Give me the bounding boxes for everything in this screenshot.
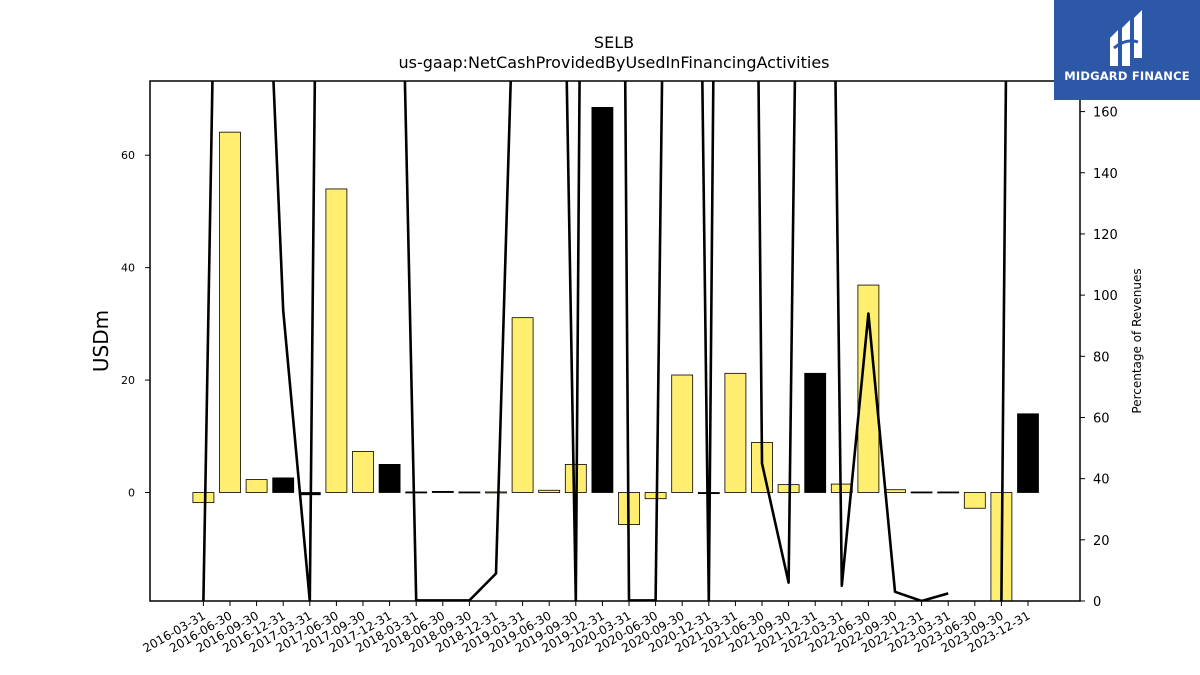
y-right-tick-label: 140 (1093, 167, 1118, 182)
bar-2021-12-31 (804, 372, 827, 493)
bar-2016-12-31 (272, 477, 295, 493)
bar-2022-06-30 (857, 284, 880, 493)
chart-title: SELB (594, 33, 634, 52)
x-axis: 2016-03-312016-06-302016-09-302016-12-31… (140, 601, 1033, 655)
bar-2016-03-31 (192, 492, 215, 504)
y-right-tick-label: 20 (1093, 534, 1110, 549)
bar-2018-09-30 (458, 491, 481, 494)
y-left-tick-label: 40 (121, 262, 135, 275)
bar-2018-12-31 (485, 491, 507, 494)
bar-2016-09-30 (245, 479, 268, 493)
bar-2023-03-31 (937, 491, 960, 494)
y-axis-right-label: Percentage of Revenues (1130, 268, 1144, 413)
logo-mark-icon (1110, 10, 1142, 66)
y-right-tick-label: 80 (1093, 350, 1110, 365)
line-group (202, 81, 1008, 601)
line-series-segment-1 (1000, 81, 1008, 601)
bar-2021-03-31 (724, 372, 747, 493)
y-right-tick-label: 120 (1093, 228, 1118, 243)
bar-2017-09-30 (352, 451, 374, 493)
bar-2016-06-30 (219, 131, 241, 493)
y-axis-left: 0 20 40 60 (121, 149, 150, 500)
y-axis-left-label: USDm (89, 310, 113, 372)
bar-2023-06-30 (963, 492, 986, 509)
plot-frame (149, 80, 1081, 602)
y-right-tick-label: 160 (1093, 106, 1118, 121)
bar-2020-09-30 (671, 374, 694, 493)
y-right-tick-label: 0 (1093, 595, 1101, 610)
y-right-tick-label: 60 (1093, 411, 1110, 426)
bar-2017-06-30 (325, 188, 348, 493)
y-right-tick-label: 100 (1093, 289, 1118, 304)
bar-2019-03-31 (511, 317, 534, 493)
bar-2019-06-30 (538, 489, 561, 493)
chart-subtitle: us-gaap:NetCashProvidedByUsedInFinancing… (398, 53, 829, 72)
brand-logo: MIDGARD FINANCE (1054, 0, 1200, 100)
y-right-tick-label: 40 (1093, 473, 1110, 488)
bar-2018-03-31 (405, 491, 428, 494)
bar-2023-12-31 (1017, 413, 1039, 493)
bar-2022-09-30 (884, 489, 906, 493)
bars-group (192, 107, 1039, 601)
bar-2022-12-31 (910, 491, 933, 494)
logo-text: MIDGARD FINANCE (1064, 69, 1190, 83)
y-left-tick-label: 20 (121, 374, 135, 387)
y-axis-right: 0 20 40 60 80 100 120 140 160 (1080, 106, 1118, 610)
y-left-tick-label: 0 (128, 487, 135, 500)
bar-2017-12-31 (378, 463, 401, 493)
y-left-tick-label: 60 (121, 149, 135, 162)
bar-2018-06-30 (431, 490, 454, 493)
bar-2019-12-31 (591, 107, 614, 493)
line-series-segment-0 (202, 81, 949, 601)
